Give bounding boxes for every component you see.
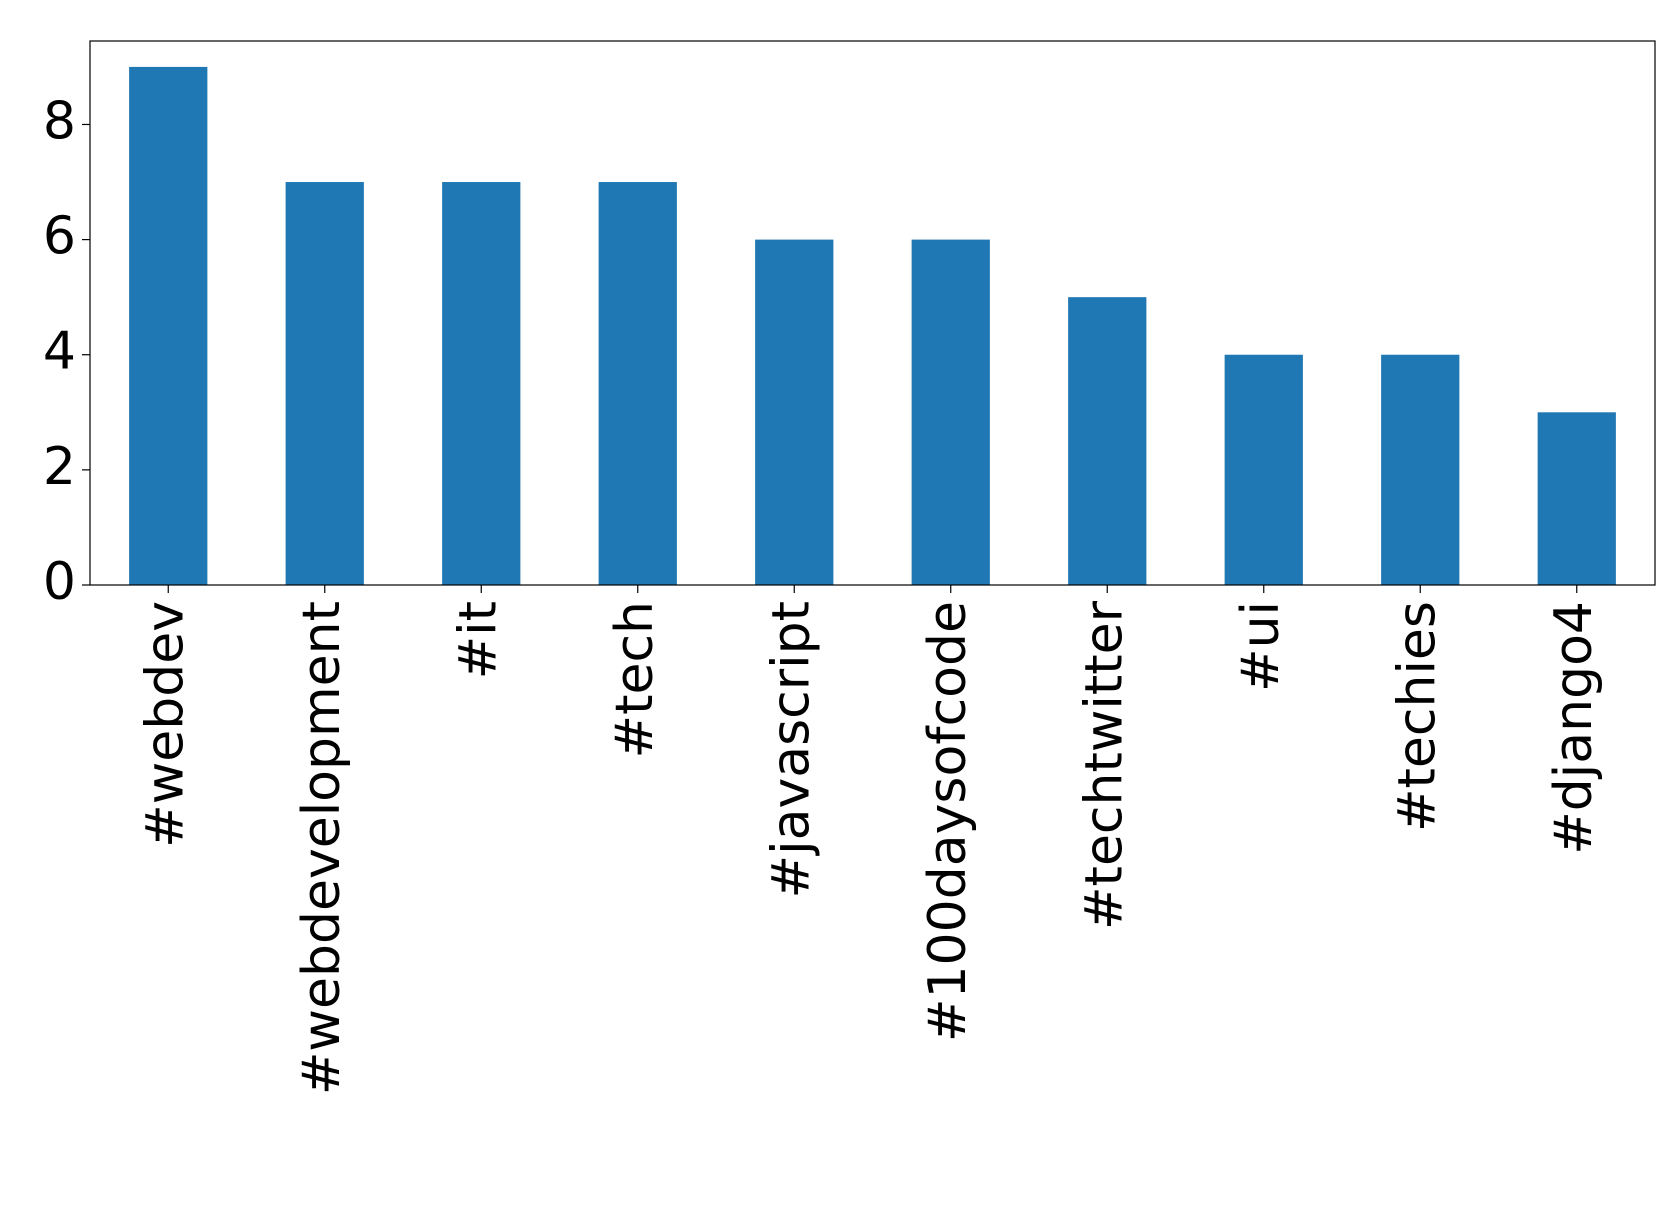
x-tick-label: #webdevelopment [292,601,352,1095]
x-tick-label: #techies [1387,601,1447,832]
y-tick-label: 8 [43,91,76,151]
x-tick-label: #ui [1231,601,1291,692]
bar [1381,354,1460,585]
x-tick-label: #it [448,601,508,679]
x-tick-label: #django4 [1544,601,1604,855]
x-tick-label: #techtwitter [1074,600,1134,930]
bar [1224,354,1303,585]
y-tick-label: 2 [43,437,76,497]
x-tick-label: #webdev [135,601,195,848]
x-tick-label: #100daysofcode [918,601,978,1042]
y-tick-label: 4 [43,322,76,382]
bar [598,182,677,585]
bar [442,182,521,585]
x-tick-label: #tech [605,601,665,759]
axes-frame [89,40,1656,586]
y-tick-label: 6 [43,207,76,267]
bar [129,66,208,585]
bar [755,239,834,585]
bar [911,239,990,585]
x-tick-label: #javascript [761,601,821,898]
bar [1068,297,1147,585]
bar [1537,412,1616,585]
y-tick-label: 0 [43,552,76,612]
bar [285,182,364,585]
